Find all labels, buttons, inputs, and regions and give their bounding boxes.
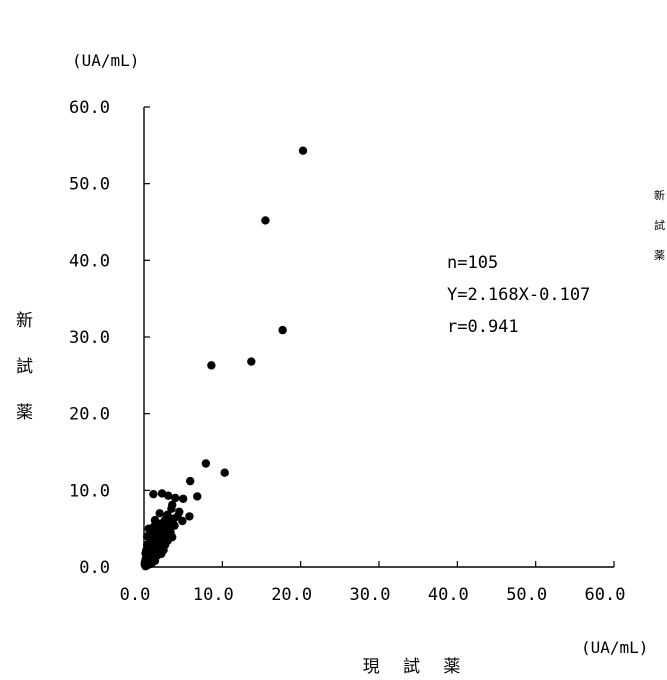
y-axis-title: 新試薬 bbox=[16, 311, 33, 423]
y-tick-label: 50.0 bbox=[69, 175, 110, 195]
data-point bbox=[201, 459, 211, 468]
tick-labels: 0.0 10.0 20.0 30.0 40.0 50.0 60.0 0.0 10.0 20.0 30… bbox=[69, 98, 625, 605]
axes bbox=[143, 107, 614, 568]
y-tick-label: 40.0 bbox=[69, 251, 110, 271]
data-point bbox=[156, 521, 165, 530]
clipped-side-labels: 新試薬 bbox=[654, 188, 665, 262]
clipped-label-char: 試 bbox=[654, 218, 665, 232]
y-axis-title-char: 新 bbox=[16, 311, 33, 331]
data-point bbox=[142, 540, 152, 549]
x-tick-label: 0.0 bbox=[120, 585, 151, 605]
x-tick-label: 60.0 bbox=[585, 585, 626, 605]
y-axis-title-char: 薬 bbox=[16, 403, 33, 423]
data-point bbox=[247, 357, 256, 366]
data-point bbox=[160, 537, 169, 546]
data-point bbox=[149, 489, 158, 499]
y-tick-label: 20.0 bbox=[69, 405, 110, 425]
data-point bbox=[178, 494, 188, 503]
data-point bbox=[171, 493, 180, 503]
x-tick-label: 10.0 bbox=[193, 585, 234, 605]
stats-annotation: n=105 Y=2.168X-0.107 r=0.941 bbox=[447, 253, 590, 337]
data-point bbox=[220, 468, 229, 477]
x-tick-label: 20.0 bbox=[271, 585, 312, 605]
data-point bbox=[298, 146, 308, 155]
y-tick-label: 10.0 bbox=[69, 481, 110, 501]
x-tick-label: 40.0 bbox=[428, 585, 469, 605]
clipped-label-char: 新 bbox=[654, 188, 665, 202]
y-tick-label: 60.0 bbox=[69, 98, 110, 118]
data-point bbox=[167, 504, 176, 513]
data-point bbox=[173, 512, 182, 521]
data-point bbox=[207, 361, 216, 370]
x-unit-label: (UA/mL) bbox=[581, 638, 648, 657]
data-point bbox=[155, 509, 164, 518]
y-tick-label: 30.0 bbox=[69, 328, 110, 348]
x-axis-title: 現 試 薬 bbox=[363, 657, 470, 677]
data-point bbox=[164, 491, 173, 500]
y-unit-label: (UA/mL) bbox=[72, 51, 139, 70]
y-tick-label: 0.0 bbox=[79, 558, 110, 578]
data-point bbox=[162, 513, 171, 523]
x-tick-label: 50.0 bbox=[506, 585, 547, 605]
data-point bbox=[146, 530, 156, 539]
clipped-label-char: 薬 bbox=[654, 249, 665, 262]
stats-line: Y=2.168X-0.107 bbox=[447, 285, 590, 305]
data-points bbox=[140, 146, 308, 571]
data-point bbox=[185, 512, 194, 521]
data-point bbox=[261, 216, 270, 225]
x-tick-label: 30.0 bbox=[350, 585, 391, 605]
data-point bbox=[193, 492, 202, 501]
data-point bbox=[142, 554, 151, 563]
data-point bbox=[170, 521, 179, 530]
tick-marks bbox=[143, 106, 615, 568]
stats-line: n=105 bbox=[447, 253, 498, 273]
y-axis-title-char: 試 bbox=[16, 357, 33, 377]
stats-line: r=0.941 bbox=[447, 317, 519, 337]
data-point bbox=[278, 325, 287, 335]
data-point bbox=[186, 476, 195, 486]
